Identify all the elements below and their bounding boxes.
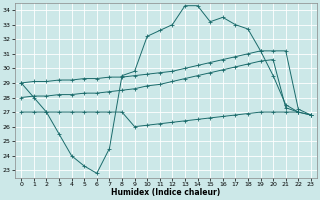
X-axis label: Humidex (Indice chaleur): Humidex (Indice chaleur) (111, 188, 221, 197)
